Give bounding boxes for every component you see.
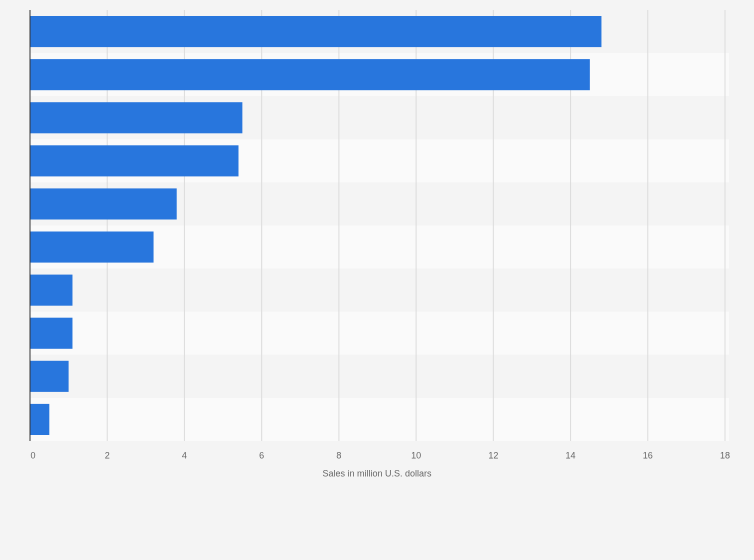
row-band [30,311,729,355]
row-band [30,397,729,441]
bar [30,317,73,349]
x-tick-label: 0 [30,450,35,460]
bar [30,102,243,134]
x-tick-label: 8 [336,450,341,460]
x-tick-label: 16 [643,450,653,460]
x-tick-label: 4 [182,450,187,460]
x-tick-label: 2 [105,450,110,460]
row-band [30,268,729,312]
x-tick-label: 12 [488,450,498,460]
bar [30,360,69,392]
bar [30,188,177,220]
x-tick-label: 6 [259,450,264,460]
bar [30,16,602,48]
x-axis-label: Sales in million U.S. dollars [322,468,432,478]
row-band [30,354,729,398]
bar [30,403,50,435]
bar [30,59,590,91]
x-tick-label: 18 [720,450,730,460]
x-tick-label: 10 [411,450,421,460]
bar [30,145,239,177]
bar [30,231,154,263]
bar [30,274,73,306]
x-tick-label: 14 [566,450,576,460]
